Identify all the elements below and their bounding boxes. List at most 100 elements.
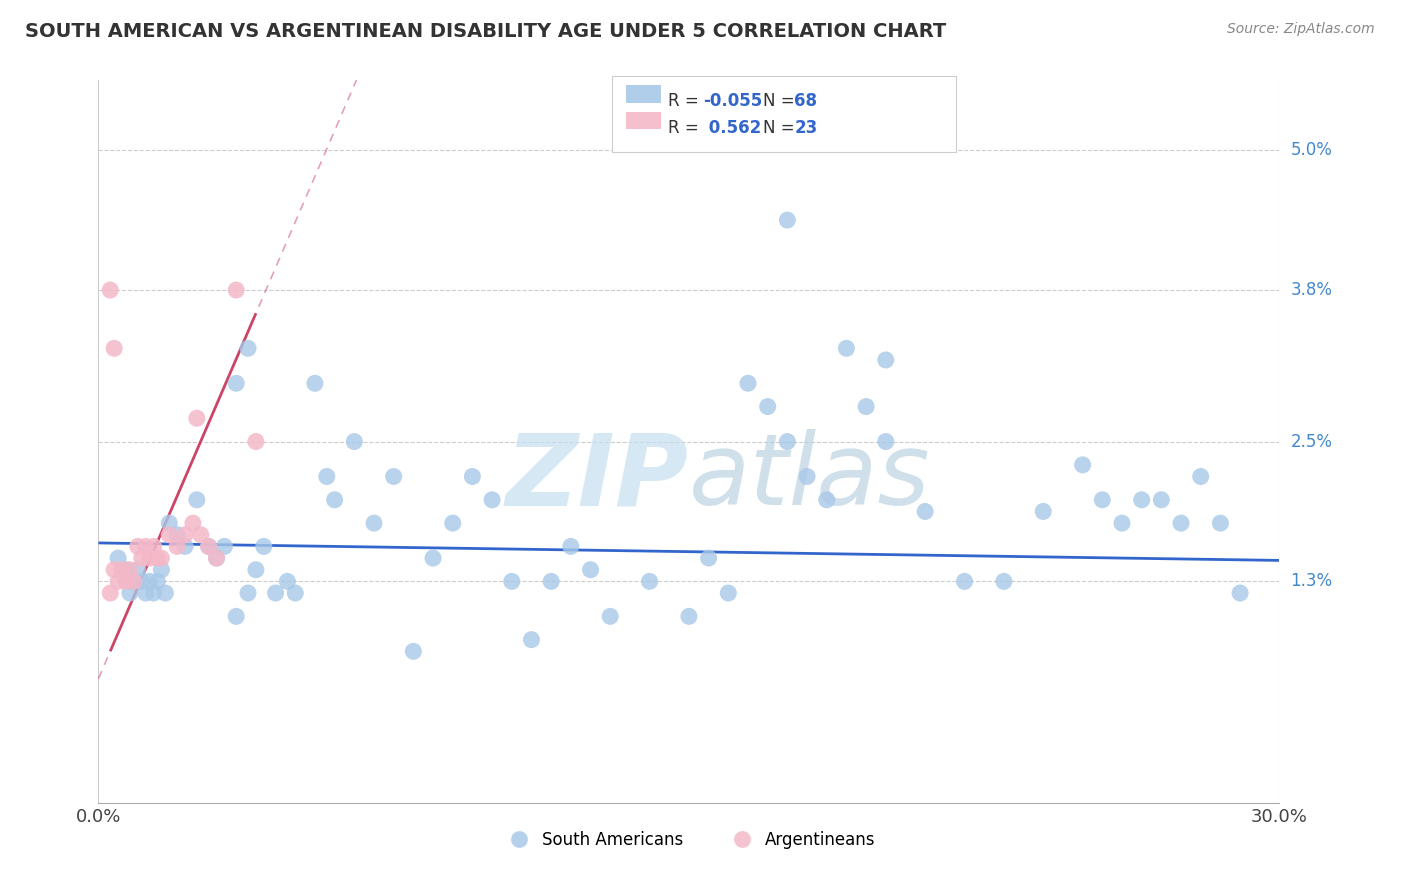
Point [638,574,661,589]
Point [1130,492,1153,507]
Point [157,528,180,542]
Point [1209,516,1232,530]
Point [993,574,1015,589]
Point [253,540,276,554]
Point [98,586,121,600]
Point [225,376,247,391]
Point [363,516,385,530]
Point [118,563,141,577]
Point [236,586,259,600]
Point [197,540,219,554]
Point [953,574,976,589]
Point [875,434,897,449]
Point [304,376,326,391]
Text: R =: R = [668,92,704,110]
Point [1071,458,1094,472]
Point [174,528,197,542]
Point [717,586,740,600]
Point [186,492,208,507]
Point [225,283,247,297]
Point [115,574,138,589]
Point [135,540,157,554]
Point [166,540,188,554]
Point [697,551,720,566]
Point [150,563,173,577]
Point [98,283,121,297]
Point [382,469,405,483]
Point [756,400,779,414]
Point [796,469,818,483]
Text: 5.0%: 5.0% [1291,141,1333,159]
Point [127,540,149,554]
Point [131,574,153,589]
Point [181,516,204,530]
Point [190,528,212,542]
Point [142,586,165,600]
Point [402,644,425,658]
Point [205,551,228,566]
Point [131,551,153,566]
Point [855,400,877,414]
Point [138,574,160,589]
Point [146,574,169,589]
Point [835,341,858,355]
Point [103,563,125,577]
Point [875,353,897,368]
Text: 68: 68 [794,92,817,110]
Point [205,551,228,566]
Point [142,540,165,554]
Point [1111,516,1133,530]
Point [914,504,936,518]
Point [441,516,464,530]
Point [111,563,134,577]
Point [122,574,145,589]
Text: N =: N = [763,92,800,110]
Text: 2.5%: 2.5% [1291,433,1333,450]
Point [197,540,219,554]
Point [737,376,759,391]
Point [461,469,484,483]
Legend: South Americans, Argentineans: South Americans, Argentineans [495,824,883,856]
Text: 1.3%: 1.3% [1291,573,1333,591]
Text: SOUTH AMERICAN VS ARGENTINEAN DISABILITY AGE UNDER 5 CORRELATION CHART: SOUTH AMERICAN VS ARGENTINEAN DISABILITY… [25,22,946,41]
Point [1091,492,1114,507]
Point [127,563,149,577]
Point [481,492,503,507]
Point [236,341,259,355]
Point [323,492,346,507]
Text: R =: R = [668,119,704,136]
Point [157,516,180,530]
Point [138,551,160,566]
Point [776,434,799,449]
Point [245,434,267,449]
Point [501,574,523,589]
Text: ZIP: ZIP [506,429,689,526]
Text: -0.055: -0.055 [703,92,762,110]
Point [343,434,366,449]
Point [214,540,236,554]
Point [599,609,621,624]
Point [776,213,799,227]
Point [166,528,188,542]
Text: 23: 23 [794,119,818,136]
Point [1150,492,1173,507]
Point [422,551,444,566]
Text: 3.8%: 3.8% [1291,281,1333,299]
Point [225,609,247,624]
Point [1170,516,1192,530]
Point [146,551,169,566]
Point [245,563,267,577]
Point [1229,586,1251,600]
Point [579,563,602,577]
Point [520,632,543,647]
Point [264,586,287,600]
Point [118,586,141,600]
Text: 0.562: 0.562 [703,119,761,136]
Point [122,574,145,589]
Point [1032,504,1054,518]
Point [678,609,700,624]
Point [186,411,208,425]
Point [103,341,125,355]
Point [150,551,173,566]
Point [107,574,129,589]
